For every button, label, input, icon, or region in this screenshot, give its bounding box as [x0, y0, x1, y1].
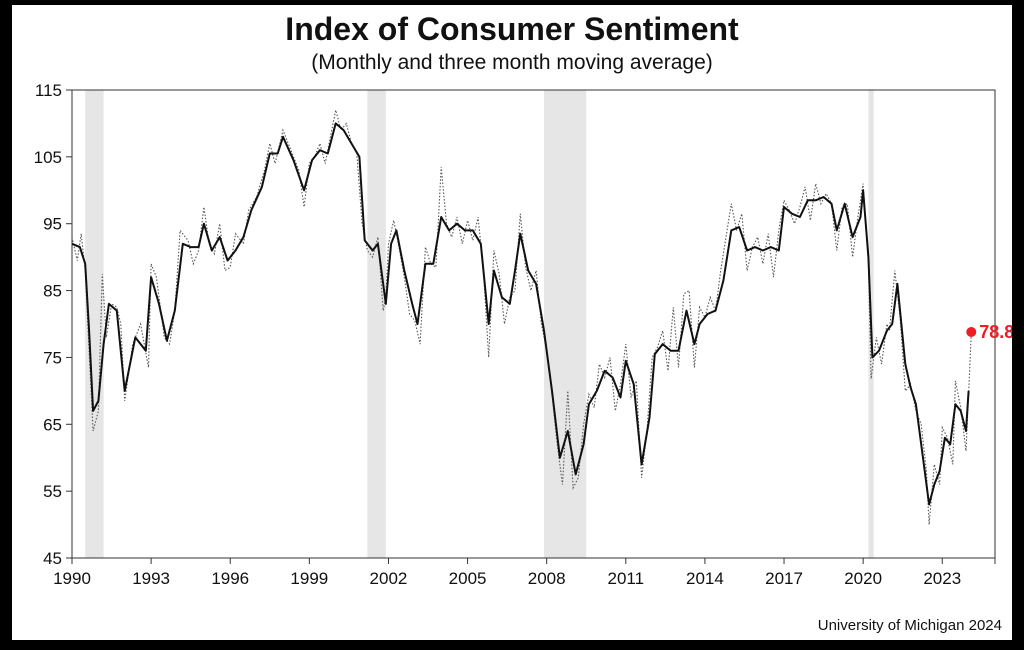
latest-value-marker — [966, 327, 977, 338]
y-tick-label: 65 — [43, 415, 62, 434]
y-tick-label: 55 — [43, 482, 62, 501]
latest-value-label: 78.8 — [979, 322, 1012, 342]
x-tick-label: 2020 — [844, 569, 882, 588]
x-tick-label: 2017 — [765, 569, 803, 588]
x-tick-label: 1996 — [211, 569, 249, 588]
y-tick-label: 85 — [43, 282, 62, 301]
recession-band-0 — [85, 90, 104, 558]
chart-title: Index of Consumer Sentiment — [285, 11, 739, 47]
x-tick-label: 1993 — [132, 569, 170, 588]
x-tick-label: 2002 — [370, 569, 408, 588]
x-tick-label: 2023 — [923, 569, 961, 588]
y-tick-label: 115 — [35, 81, 62, 100]
x-tick-label: 2008 — [528, 569, 566, 588]
chart-frame: Index of Consumer Sentiment (Monthly and… — [12, 5, 1012, 640]
y-tick-label: 105 — [34, 148, 62, 167]
source-credit: University of Michigan 2024 — [817, 617, 1002, 634]
y-tick-label: 75 — [43, 348, 62, 367]
x-tick-label: 2011 — [608, 569, 645, 588]
chart-svg: 45 55 65 75 85 95 105 115 1990 1993 1996 1999 2002 20… — [34, 81, 1012, 588]
y-tick-label: 95 — [43, 215, 62, 234]
series-moving-average-line — [71, 122, 970, 506]
x-tick-label: 2014 — [686, 569, 724, 588]
recession-band-2 — [544, 90, 587, 558]
x-tick-label: 1999 — [290, 569, 328, 588]
series-monthly-line — [71, 109, 972, 525]
x-tick-label: 1990 — [53, 569, 91, 588]
recession-band-1 — [367, 90, 386, 558]
x-tick-label: 2005 — [449, 569, 487, 588]
plot-border — [71, 89, 996, 559]
chart-subtitle: (Monthly and three month moving average) — [311, 51, 713, 74]
y-tick-label: 45 — [43, 549, 62, 568]
